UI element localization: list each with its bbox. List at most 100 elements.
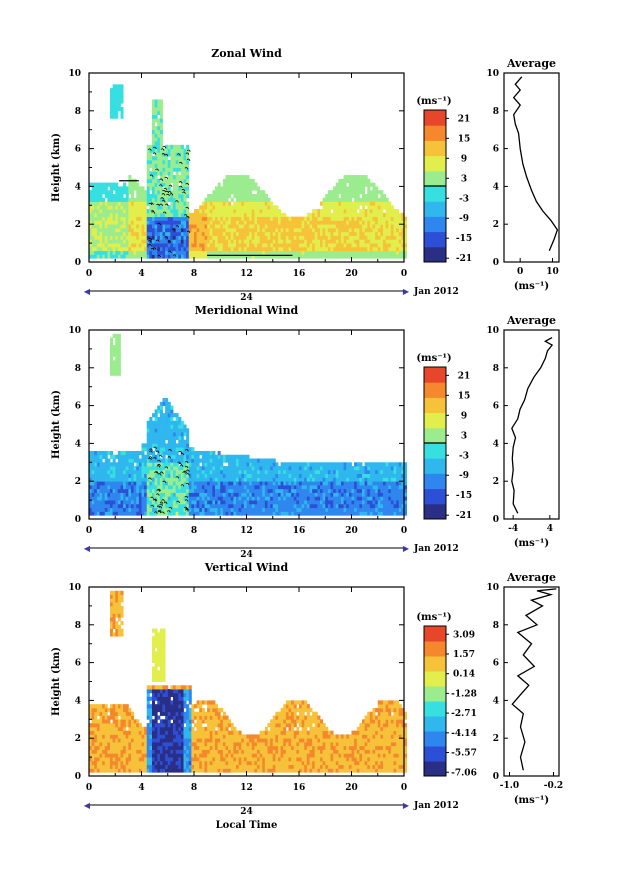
heatmap-cell bbox=[89, 450, 93, 456]
heatmap-cell bbox=[94, 738, 98, 743]
heatmap-cell bbox=[401, 250, 405, 255]
heatmap-cell bbox=[309, 488, 313, 493]
heatmap-cell bbox=[354, 227, 358, 233]
heatmap-cell bbox=[262, 216, 266, 221]
heatmap-cell bbox=[199, 235, 203, 240]
heatmap-cell bbox=[96, 462, 100, 467]
heatmap-cell bbox=[149, 186, 153, 191]
heatmap-cell bbox=[278, 496, 282, 501]
colorbar-tick-label: -3 bbox=[459, 451, 469, 461]
heatmap-cell bbox=[123, 450, 127, 456]
heatmap-cell bbox=[217, 500, 221, 505]
heatmap-cell bbox=[230, 500, 234, 505]
heatmap-cell bbox=[220, 220, 224, 225]
heatmap-cell bbox=[278, 246, 282, 252]
heatmap-cell bbox=[165, 477, 169, 482]
heatmap-cell bbox=[186, 231, 190, 236]
heatmap-cell bbox=[175, 458, 179, 463]
heatmap-cell bbox=[159, 473, 163, 478]
heatmap-cell bbox=[175, 511, 179, 516]
heatmap-cell bbox=[123, 488, 127, 493]
heatmap-cell bbox=[170, 239, 174, 244]
heatmap-cell bbox=[346, 220, 350, 225]
heatmap-cell bbox=[99, 730, 103, 735]
heatmap-cell bbox=[180, 458, 184, 463]
colorbar-segment bbox=[424, 458, 446, 474]
heatmap-cell bbox=[94, 235, 98, 240]
heatmap-cell bbox=[201, 473, 205, 478]
heatmap-cell bbox=[225, 250, 229, 255]
heatmap-cell bbox=[180, 462, 184, 467]
heatmap-cell bbox=[233, 178, 237, 184]
heatmap-cell bbox=[157, 144, 161, 149]
heatmap-cell bbox=[152, 216, 156, 221]
heatmap-cell bbox=[404, 496, 408, 501]
heatmap-cell bbox=[259, 239, 263, 244]
heatmap-cell bbox=[94, 190, 98, 195]
heatmap-cell bbox=[183, 156, 187, 161]
heatmap-cell bbox=[267, 243, 271, 248]
heatmap-cell bbox=[330, 227, 334, 233]
heatmap-cell bbox=[136, 212, 140, 218]
heatmap-cell bbox=[133, 500, 137, 505]
heatmap-cell bbox=[191, 477, 195, 482]
heatmap-cell bbox=[369, 227, 373, 233]
heatmap-cell bbox=[254, 235, 258, 240]
heatmap-cell bbox=[212, 492, 216, 497]
heatmap-cell bbox=[346, 190, 350, 195]
heatmap-cell bbox=[117, 250, 121, 255]
heatmap-cell bbox=[191, 496, 195, 501]
heatmap-cell bbox=[152, 148, 156, 153]
heatmap-cell bbox=[251, 235, 255, 240]
heatmap-cell bbox=[246, 488, 250, 493]
heatmap-cell bbox=[288, 466, 292, 471]
heatmap-cell bbox=[351, 250, 355, 255]
heatmap-cell bbox=[204, 458, 208, 463]
heatmap-cell bbox=[351, 246, 355, 252]
heatmap-cell bbox=[112, 367, 116, 372]
heatmap-cell bbox=[359, 250, 363, 255]
heatmap-cell bbox=[128, 190, 132, 195]
heatmap-cell bbox=[209, 469, 213, 475]
heatmap-cell bbox=[99, 197, 103, 202]
heatmap-cell bbox=[270, 488, 274, 493]
heatmap-cell bbox=[254, 239, 258, 244]
heatmap-cell bbox=[404, 500, 408, 505]
heatmap-cell bbox=[138, 481, 142, 486]
heatmap-cell bbox=[220, 484, 224, 490]
heatmap-cell bbox=[186, 220, 190, 225]
heatmap-cell bbox=[112, 103, 116, 108]
heatmap-cell bbox=[99, 254, 103, 259]
heatmap-cell bbox=[154, 163, 158, 168]
heatmap-cell bbox=[312, 488, 316, 493]
heatmap-cell bbox=[167, 409, 171, 414]
contour-segment bbox=[176, 153, 181, 156]
heatmap-cell bbox=[112, 201, 116, 206]
heatmap-cell bbox=[178, 201, 182, 206]
heatmap-cell bbox=[102, 197, 106, 202]
heatmap-cell bbox=[91, 511, 95, 516]
heatmap-cell bbox=[346, 481, 350, 486]
heatmap-cell bbox=[320, 477, 324, 482]
contour-segment bbox=[153, 146, 157, 150]
heatmap-cell bbox=[317, 231, 321, 236]
heatmap-cell bbox=[262, 488, 266, 493]
heatmap-cell bbox=[377, 209, 381, 214]
heatmap-cell bbox=[91, 197, 95, 202]
heatmap-cell bbox=[230, 178, 234, 184]
heatmap-cell bbox=[131, 190, 135, 195]
heatmap-cell bbox=[183, 205, 187, 210]
heatmap-cell bbox=[149, 511, 153, 516]
heatmap-cell bbox=[186, 159, 190, 165]
heatmap-cell bbox=[141, 224, 145, 229]
heatmap-cell bbox=[241, 484, 245, 490]
heatmap-cell bbox=[183, 220, 187, 225]
heatmap-cell bbox=[125, 496, 129, 501]
heatmap-cell bbox=[304, 239, 308, 244]
heatmap-cell bbox=[173, 239, 177, 244]
heatmap-cell bbox=[362, 254, 366, 259]
heatmap-cell bbox=[372, 496, 376, 501]
heatmap-cell bbox=[204, 473, 208, 478]
heatmap-cell bbox=[186, 477, 190, 482]
heatmap-cell bbox=[96, 458, 100, 463]
